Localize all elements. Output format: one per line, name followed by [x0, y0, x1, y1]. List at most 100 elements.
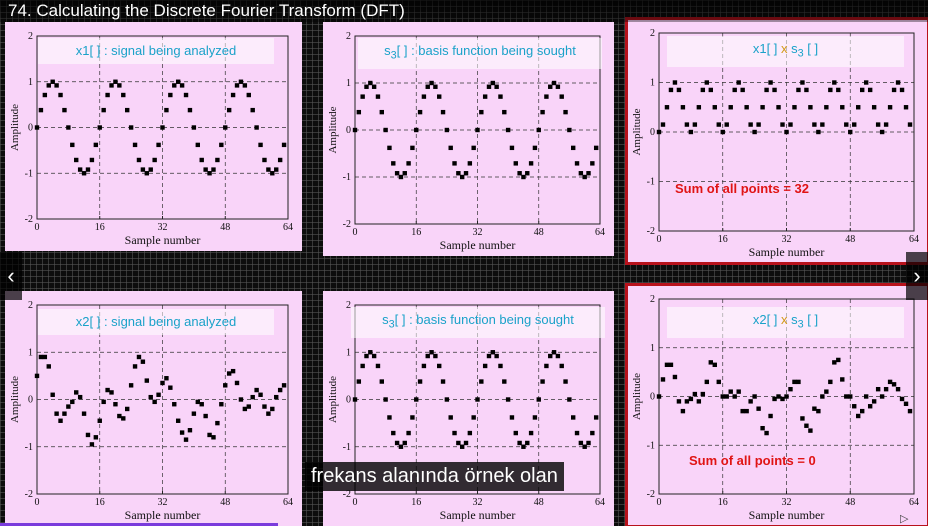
plot-area: 0 16 32 48 64 -2 -1 0 1 2 Sample number Amplitude	[327, 31, 605, 252]
data-point	[364, 84, 369, 89]
caption-text-rest: [ ] : basis function being sought	[394, 312, 574, 327]
x-tick-label: 32	[158, 222, 168, 233]
data-point	[582, 444, 587, 449]
data-point	[736, 389, 741, 394]
data-point	[479, 379, 484, 384]
y-tick-label: 0	[28, 395, 33, 406]
data-point	[375, 94, 381, 99]
caption-subscript: 3	[388, 318, 395, 331]
data-point	[77, 167, 83, 172]
x-tick-label: 16	[718, 234, 728, 245]
y-axis-label: Amplitude	[9, 104, 21, 151]
data-point	[414, 397, 419, 402]
data-point	[836, 87, 841, 93]
data-point	[113, 79, 118, 84]
x-tick-label: 64	[595, 227, 605, 238]
data-point	[828, 87, 833, 93]
data-point	[688, 129, 694, 135]
data-point	[704, 379, 710, 385]
data-point	[676, 399, 682, 404]
data-point	[113, 402, 118, 407]
data-point	[720, 394, 725, 399]
data-point	[81, 411, 87, 416]
data-point	[105, 92, 110, 98]
plot-area: 0 16 32 48 64 -2 -1 0 1 2 Sample number Amplitude	[631, 28, 919, 259]
data-point	[684, 122, 690, 127]
data-point	[128, 383, 134, 388]
data-point	[89, 157, 95, 163]
data-point	[740, 408, 745, 414]
data-point	[277, 157, 283, 163]
next-slide-button[interactable]: ›	[906, 252, 928, 300]
data-point	[425, 84, 430, 89]
data-point	[459, 174, 465, 180]
data-point	[463, 440, 469, 446]
y-axis-label: Amplitude	[327, 376, 339, 423]
data-point	[195, 399, 200, 405]
y-tick-label: 1	[650, 78, 655, 89]
data-point	[270, 406, 275, 412]
data-point	[398, 174, 404, 180]
data-point	[728, 105, 733, 110]
data-point	[502, 379, 507, 384]
caption-multiply: x	[781, 312, 788, 327]
x-tick-label: 64	[909, 497, 919, 508]
data-point	[254, 387, 259, 393]
data-point	[183, 437, 189, 442]
y-tick-label: -2	[343, 219, 351, 230]
data-point	[482, 363, 488, 369]
data-point	[780, 396, 785, 402]
data-point	[226, 107, 232, 113]
data-point	[238, 397, 244, 402]
data-point	[360, 363, 365, 369]
data-point	[444, 397, 450, 402]
y-axis-label: Amplitude	[327, 106, 339, 153]
data-point	[824, 105, 829, 110]
data-point	[266, 411, 271, 416]
data-point	[536, 397, 541, 402]
data-point	[417, 379, 423, 384]
data-point	[800, 80, 805, 85]
caption-text-mid: s	[787, 312, 798, 327]
data-point	[38, 107, 44, 113]
y-tick-label: 1	[650, 343, 655, 354]
data-point	[899, 396, 905, 402]
data-point	[156, 142, 161, 148]
data-point	[230, 368, 236, 374]
data-point	[471, 145, 476, 151]
data-point	[567, 127, 572, 133]
data-point	[856, 413, 861, 419]
data-point	[364, 353, 369, 359]
data-point	[664, 105, 670, 110]
data-point	[270, 171, 275, 176]
y-tick-label: 1	[28, 77, 33, 88]
y-axis-label: Amplitude	[9, 376, 21, 423]
y-tick-label: -2	[343, 489, 351, 500]
caption-text: s	[384, 43, 391, 58]
caption-text: x1[ ] : signal being analyzed	[75, 43, 237, 58]
data-point	[792, 105, 797, 110]
data-point	[716, 379, 721, 385]
data-point	[544, 363, 549, 369]
data-point	[437, 94, 442, 99]
data-point	[724, 122, 729, 127]
data-point	[440, 379, 446, 384]
data-point	[452, 161, 457, 166]
y-tick-label: 2	[28, 31, 33, 42]
data-point	[883, 386, 889, 392]
data-point	[664, 362, 670, 368]
data-point	[856, 105, 861, 110]
video-progress-bar[interactable]	[0, 523, 279, 526]
y-tick-label: -1	[343, 172, 351, 183]
data-point	[456, 171, 461, 176]
previous-slide-button[interactable]: ‹	[0, 252, 22, 300]
x-axis-label: Sample number	[440, 238, 516, 252]
data-point	[62, 411, 67, 416]
data-point	[475, 397, 480, 402]
data-point	[246, 92, 251, 98]
data-point	[175, 418, 181, 423]
data-point	[93, 142, 99, 148]
data-point	[528, 161, 534, 166]
data-point	[402, 171, 407, 176]
data-point	[700, 87, 706, 93]
